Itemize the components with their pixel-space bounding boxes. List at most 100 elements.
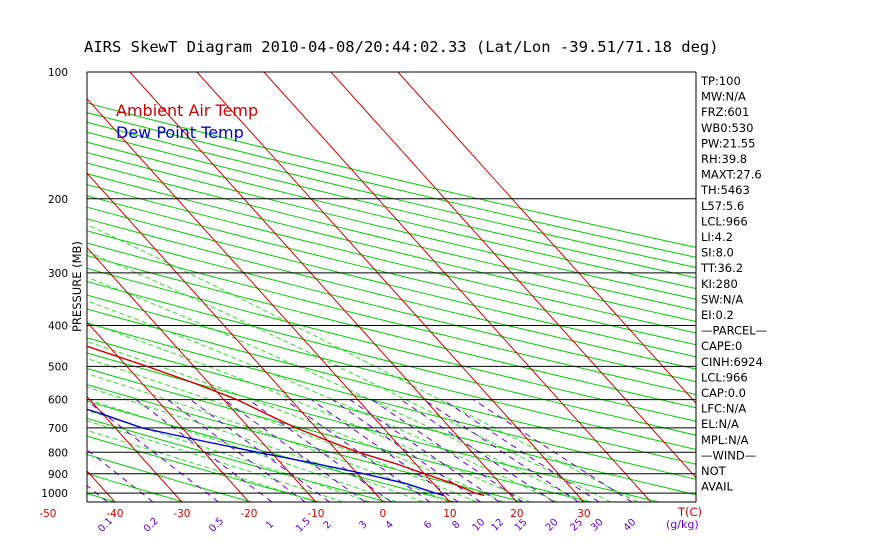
stability-index-item: LCL:966 [701,370,748,384]
pressure-tick-label: 100 [48,67,68,79]
stability-index-item: SW:N/A [701,292,743,306]
temperature-profile-line [87,345,485,497]
bottom-temp-tick-label: 0 [380,508,387,520]
dry-adiabat-line [87,384,524,502]
dry-adiabat-line [87,435,320,502]
moist-adiabat-line [87,321,531,502]
dry-adiabat-line [87,121,696,269]
dry-adiabat-line [87,453,252,502]
isotherm-line [87,246,317,502]
bottom-temp-tick-label: -10 [307,508,324,520]
stability-index-item: CAPE:0 [701,339,742,353]
dry-adiabat-line [87,218,696,370]
stability-index-item: CAP:0.0 [701,386,746,400]
mixing-ratio-line [442,399,600,502]
stability-index-item: LI:4.2 [701,230,733,244]
mixing-ratio-label: 0.5 [207,516,226,535]
mixing-ratio-label: 6 [422,519,434,531]
isotherm-line [330,72,696,479]
bottom-temp-tick-label: 10 [443,508,456,520]
mixing-ratio-line [248,399,392,502]
dry-adiabat-line [87,141,696,289]
mixing-ratio-unit: (g/kg) [666,518,699,531]
stability-index-item: PW:21.55 [701,136,755,150]
x-axis-label: T(C) [677,505,702,519]
pressure-tick-label: 600 [48,395,68,407]
dry-adiabat-line [87,195,696,346]
dry-adiabat-line [87,367,592,502]
mixing-ratio-label: 30 [589,517,606,534]
dry-adiabat-line [87,102,696,248]
pressure-tick-label: 700 [48,423,68,435]
grid-layer [87,72,696,502]
stability-index-item: TH:5463 [700,183,750,197]
mixing-ratio-line [311,399,459,502]
mixing-ratio-label: 2 [322,519,334,531]
dry-adiabat-line [87,492,116,502]
bottom-temp-tick-label: -40 [106,508,123,520]
stability-index-item: FRZ:601 [701,105,749,119]
stability-index-item: EI:0.2 [701,308,734,322]
bottom-temp-tick-label: 20 [510,508,523,520]
pressure-tick-label: 800 [48,447,68,459]
isotherm-line [87,98,451,502]
dry-adiabat-line [87,294,696,451]
stability-index-item: NOT [701,464,727,478]
dry-adiabat-line [87,151,696,300]
dry-adiabat-line [87,206,696,358]
isotherm-line [397,72,696,404]
dry-adiabat-line [87,162,696,311]
dry-adiabat-line [87,173,696,323]
stability-index-item: TT:36.2 [700,261,743,275]
dry-adiabat-line [87,267,696,422]
pressure-tick-label: 1000 [41,488,68,500]
dry-adiabat-line [87,417,388,502]
isotherm-line [87,321,250,502]
mixing-ratio-label: 12 [489,517,506,534]
dry-adiabat-line [87,255,696,409]
isotherm-line [87,395,183,502]
mixing-ratio-line [284,399,431,502]
stability-index-item: SI:8.0 [701,246,734,260]
stability-index-item: CINH:6924 [701,355,763,369]
stability-index-item: L57:5.6 [701,199,744,213]
dry-adiabat-line [87,184,696,334]
mixing-ratio-line [87,449,154,502]
mixing-ratio-line [87,400,219,502]
bottom-temp-tick-label: -20 [240,508,257,520]
dry-adiabat-line [87,352,660,502]
dry-adiabat-line [87,308,696,465]
stability-index-item: LFC:N/A [701,402,746,416]
bottom-temp-tick-label: -30 [173,508,190,520]
moist-adiabat-line [87,300,558,502]
legend-temp-label: Ambient Air Temp [116,101,258,120]
bottom-temp-tick-label: -50 [39,508,56,520]
mixing-ratio-label: 4 [384,519,396,531]
mixing-ratio-label: 20 [544,517,561,534]
series-layer [87,345,485,497]
moist-adiabat-line [87,373,451,502]
mixing-ratio-label: 0.2 [142,516,161,535]
stability-index-item: MPL:N/A [701,433,749,447]
mixing-ratio-line [167,399,306,502]
pressure-tick-label: 900 [48,469,68,481]
frame-layer [86,71,697,503]
bottom-temp-tick-label: 30 [577,508,590,520]
mixing-ratio-label: 1 [264,519,276,531]
moist-adiabat-line [87,276,585,502]
isotherm-line [129,72,518,502]
dry-adiabat-line [87,322,696,480]
moist-adiabat-line [87,398,397,502]
stability-index-item: MAXT:27.6 [701,168,762,182]
mixing-ratio-line [423,399,579,502]
pressure-tick-label: 300 [48,268,68,280]
isotherm-line [87,470,116,502]
dewpoint-profile-line [87,408,445,497]
mixing-ratio-line [473,399,633,502]
stability-index-item: RH:39.8 [701,152,747,166]
pressure-tick-label: 200 [48,194,68,206]
stability-index-item: WB0:530 [701,121,753,135]
stability-index-item: —WIND— [701,448,756,462]
stability-index-item: KI:280 [701,277,738,291]
